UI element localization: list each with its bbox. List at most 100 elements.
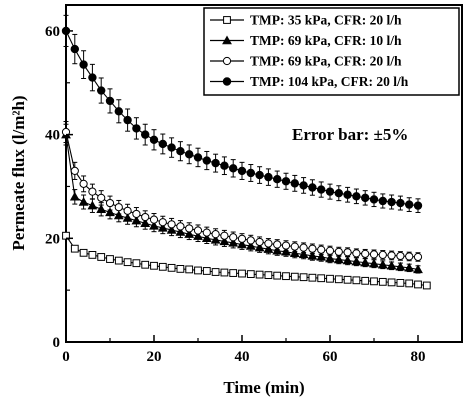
x-tick-label: 60 [323,349,338,365]
series-layer [61,14,431,290]
legend-label: TMP: 104 kPa, CFR: 20 l/h [250,74,409,89]
legend-entries: TMP: 35 kPa, CFR: 20 l/h TMP: 69 kPa, CFR… [210,13,409,89]
data-point [69,191,80,201]
data-point [62,231,70,240]
data-point [414,280,422,289]
data-point [343,248,352,257]
data-point [281,241,291,250]
data-point [176,147,185,156]
data-point [361,249,370,258]
x-axis-title: Time (min) [223,378,304,397]
data-point [343,190,352,199]
series-3 [61,121,423,262]
data-point [343,275,352,284]
data-point [141,260,150,269]
data-point [238,269,246,278]
y-axis-title: Permeate flux (l/m²h) [9,95,28,250]
data-point [132,124,141,133]
data-point [377,259,388,269]
data-point [132,209,141,219]
data-point [70,44,80,54]
y-tick-label: 60 [45,24,60,40]
data-point [299,273,308,282]
data-point [114,256,123,265]
data-point [237,234,247,243]
data-point [105,198,115,208]
data-point [123,206,132,215]
data-point [378,277,387,286]
data-point [193,153,203,162]
data-point [413,201,423,210]
data-point [396,278,405,287]
data-point [78,197,89,206]
data-point [369,195,379,204]
data-point [317,245,326,254]
data-point [141,212,150,222]
x-tick-label: 40 [235,349,250,365]
legend-label: TMP: 69 kPa, CFR: 10 l/h [250,33,402,48]
data-point [246,236,255,245]
data-point [88,250,97,259]
x-tick-label: 20 [147,349,162,365]
data-point [299,243,308,252]
data-point [405,252,414,261]
data-point [387,278,396,287]
data-point [281,177,291,186]
data-point [369,258,379,268]
data-point [106,255,114,263]
data-point [96,204,107,213]
data-point [193,226,203,235]
data-point [299,181,308,190]
data-point [167,143,176,152]
data-point [113,210,124,220]
data-point [352,192,361,201]
legend-marker [222,56,232,66]
data-point [158,218,167,227]
series-4 [61,14,423,213]
data-point [220,231,229,240]
legend-marker [222,35,232,45]
data-point [351,256,362,266]
data-point [202,267,211,275]
data-point [229,164,238,173]
data-point [308,183,317,192]
data-point [211,230,220,239]
data-point [150,261,158,270]
data-point [273,240,282,249]
data-point [246,168,256,178]
data-point [342,255,353,265]
data-point [413,252,423,262]
data-point [361,193,370,203]
data-point [79,248,88,257]
legend-box [203,7,460,96]
data-point [404,262,415,272]
legend-marker [222,77,232,86]
legend-label: TMP: 35 kPa, CFR: 20 l/h [250,13,402,28]
data-point [272,245,283,255]
data-point [149,135,159,145]
data-point [132,259,141,268]
x-tick-label: 0 [62,349,70,365]
data-point [282,272,290,281]
data-point [114,107,124,116]
data-point [352,276,361,285]
data-point [308,244,317,253]
data-point [105,207,115,217]
data-point [255,170,264,180]
data-point [325,246,335,255]
data-point [298,249,309,259]
data-point [281,246,291,256]
legend-label: TMP: 69 kPa, CFR: 20 l/h [250,54,402,69]
data-point [317,185,326,194]
data-point [158,139,168,149]
data-point [264,172,273,182]
data-point [290,272,299,281]
data-point [158,262,167,271]
data-point [105,96,115,106]
data-point [123,115,132,125]
data-point [333,254,344,264]
data-point [396,198,405,208]
data-point [308,273,317,282]
data-point [325,187,335,196]
